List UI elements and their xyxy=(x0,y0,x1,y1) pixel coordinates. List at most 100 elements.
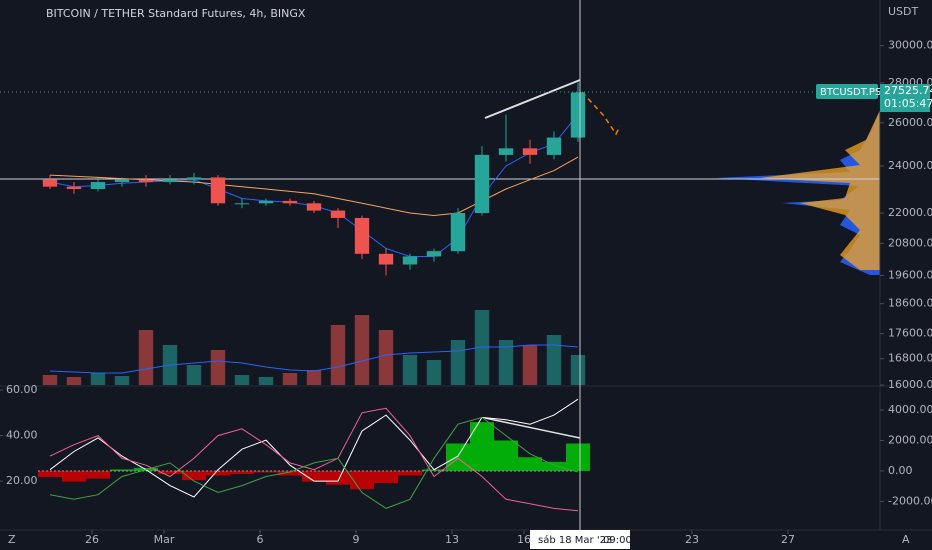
candle-body xyxy=(282,200,298,204)
histogram-bar xyxy=(158,470,182,475)
candle-body xyxy=(522,148,538,155)
candle-body xyxy=(378,253,394,265)
histogram-bar xyxy=(206,470,230,476)
volume-bar xyxy=(66,377,82,385)
y2-tick-label: 0.00 xyxy=(888,464,913,477)
volume-bar xyxy=(570,355,586,385)
volume-bar xyxy=(138,330,154,385)
candle-body xyxy=(162,179,178,183)
volume-profile xyxy=(715,110,880,275)
y-tick-label: 22000.00 xyxy=(888,206,932,219)
y-axis-label: USDT xyxy=(888,5,919,18)
histogram-bar xyxy=(518,457,542,471)
candle-body xyxy=(210,177,226,204)
symbol-box xyxy=(816,84,878,100)
y-tick-label: 19600.00 xyxy=(888,268,932,281)
volume-bar xyxy=(234,375,250,385)
trend-line xyxy=(484,417,581,439)
histogram-bar xyxy=(542,461,566,471)
y-tick-label: 24000.00 xyxy=(888,159,932,172)
histogram-bar xyxy=(62,470,86,482)
y-tick-label: 30000.00 xyxy=(888,39,932,52)
trend-line xyxy=(484,79,581,119)
histogram-bar xyxy=(182,470,206,481)
volume-bar xyxy=(90,373,106,385)
zoom-button[interactable]: Z xyxy=(8,533,16,546)
candle-body xyxy=(330,210,346,218)
histogram-bar xyxy=(110,469,134,471)
y-tick-label: 40.00 xyxy=(6,429,38,442)
candle-body xyxy=(90,182,106,190)
volume-bar xyxy=(258,377,274,385)
histogram-bar xyxy=(38,470,62,478)
y2-tick-label: 4000.00 xyxy=(888,403,932,416)
crosshair-date: sáb 18 Mar '23 xyxy=(538,534,612,546)
x-tick-label: Mar xyxy=(154,533,175,546)
chart-title: BITCOIN / TETHER Standard Futures, 4h, B… xyxy=(46,7,306,20)
indicator-line xyxy=(49,407,579,512)
candle-body xyxy=(234,203,250,205)
volume-bar xyxy=(282,373,298,385)
histogram-bar xyxy=(446,443,470,471)
candle-body xyxy=(114,179,130,183)
symbol-label: BTCUSDT.PS xyxy=(820,87,881,98)
candle-body xyxy=(474,154,490,214)
candle-body xyxy=(426,251,442,257)
last-price-label: 27525.74 xyxy=(884,84,932,97)
histogram-bar xyxy=(254,470,278,473)
y-tick-label: 17600.00 xyxy=(888,327,932,340)
indicator-line xyxy=(49,398,579,498)
histogram-bar xyxy=(86,470,110,479)
y2-tick-label: 2000.00 xyxy=(888,433,932,446)
histogram-bar xyxy=(278,470,302,476)
volume-bar xyxy=(498,340,514,385)
x-tick-label: 9 xyxy=(353,533,360,546)
price-box xyxy=(880,84,930,113)
histogram-bar xyxy=(470,422,494,471)
volume-bar xyxy=(186,365,202,385)
candle-body xyxy=(402,256,418,265)
countdown-label: 01:05:47 xyxy=(884,97,932,110)
volume-bar xyxy=(426,360,442,385)
crosshair-label-box xyxy=(530,530,630,549)
volume-bar xyxy=(450,340,466,385)
y-tick-label: 16800.00 xyxy=(888,352,932,365)
volume-bar xyxy=(306,370,322,385)
projection-arrow xyxy=(581,91,621,136)
y-tick-label: 20.00 xyxy=(6,474,38,487)
volume-bar xyxy=(522,345,538,385)
profile-shape xyxy=(760,110,880,270)
x-tick-label: 13 xyxy=(445,533,459,546)
histogram-bar xyxy=(374,470,398,484)
y2-tick-label: -2000.00 xyxy=(888,494,932,507)
histogram-bar xyxy=(326,470,350,485)
y-tick-label: 16000.00 xyxy=(888,378,932,391)
volume-bar xyxy=(42,375,58,385)
indicator-line xyxy=(49,416,579,509)
y-tick-label: 60.00 xyxy=(6,383,38,396)
histogram-bar xyxy=(566,443,590,471)
volume-bar xyxy=(114,376,130,385)
histogram-bar xyxy=(494,440,518,471)
candle-body xyxy=(498,148,514,155)
x-tick-label: 27 xyxy=(781,533,795,546)
histogram-bar xyxy=(230,470,254,475)
x-tick-label: 16 xyxy=(517,533,531,546)
candle-body xyxy=(306,203,322,211)
candle-body xyxy=(138,179,154,183)
volume-bar xyxy=(330,325,346,385)
candle-body xyxy=(450,213,466,252)
volume-ma-line xyxy=(49,344,579,374)
crosshair-time: 09:00 xyxy=(603,535,632,546)
candle-body xyxy=(570,92,586,138)
candle-body xyxy=(42,179,58,187)
y-tick-label: 26000.00 xyxy=(888,116,932,129)
x-tick-label: 6 xyxy=(257,533,264,546)
candle-body xyxy=(546,137,562,155)
y-tick-label: 18600.00 xyxy=(888,297,932,310)
candle-body xyxy=(258,200,274,204)
x-tick-label: 26 xyxy=(85,533,99,546)
auto-scale-button[interactable]: A xyxy=(902,533,910,546)
